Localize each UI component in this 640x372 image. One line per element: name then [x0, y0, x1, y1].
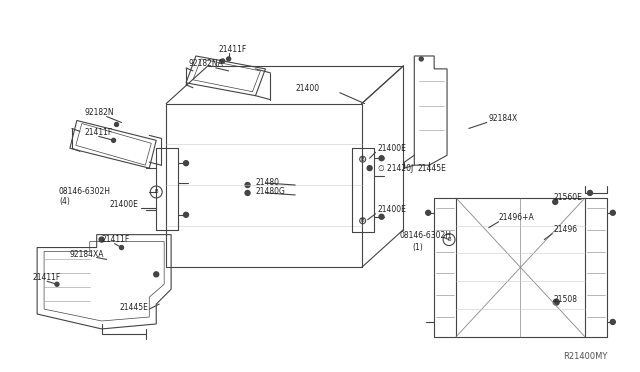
- Circle shape: [115, 122, 118, 126]
- Circle shape: [379, 214, 384, 219]
- Text: 21496: 21496: [553, 225, 577, 234]
- Circle shape: [553, 299, 559, 305]
- Circle shape: [120, 246, 124, 250]
- Text: B: B: [154, 189, 158, 195]
- Circle shape: [245, 183, 250, 187]
- Text: 21400E: 21400E: [378, 144, 406, 153]
- Text: (1): (1): [412, 243, 423, 252]
- Circle shape: [154, 272, 159, 277]
- Circle shape: [419, 57, 423, 61]
- Circle shape: [55, 282, 59, 286]
- Circle shape: [553, 199, 557, 204]
- Text: 21400E: 21400E: [109, 201, 138, 209]
- Text: B: B: [361, 157, 365, 162]
- Text: 21480: 21480: [255, 177, 280, 186]
- Circle shape: [611, 320, 615, 324]
- Text: B: B: [361, 218, 365, 223]
- Text: 21411F: 21411F: [32, 273, 60, 282]
- Text: 92182NA: 92182NA: [189, 60, 224, 68]
- Circle shape: [184, 212, 189, 217]
- Text: (4): (4): [59, 198, 70, 206]
- Circle shape: [184, 161, 189, 166]
- Text: 08146-6302H: 08146-6302H: [59, 187, 111, 196]
- Text: B: B: [447, 237, 451, 242]
- Circle shape: [245, 190, 250, 195]
- Text: 21480G: 21480G: [255, 187, 285, 196]
- Text: 21400: 21400: [295, 84, 319, 93]
- Text: 21508: 21508: [553, 295, 577, 304]
- Circle shape: [227, 57, 230, 61]
- Text: ∅ 21420J: ∅ 21420J: [378, 164, 413, 173]
- Text: 21411F: 21411F: [102, 235, 130, 244]
- Circle shape: [379, 156, 384, 161]
- Text: 92184X: 92184X: [489, 114, 518, 123]
- Text: 21560E: 21560E: [553, 193, 582, 202]
- Circle shape: [426, 210, 431, 215]
- Circle shape: [111, 138, 116, 142]
- Text: R21400MY: R21400MY: [563, 352, 607, 361]
- Text: 21411F: 21411F: [84, 128, 113, 137]
- Text: 92182N: 92182N: [84, 108, 115, 117]
- Text: 21411F: 21411F: [219, 45, 247, 54]
- Circle shape: [221, 59, 225, 63]
- Text: 92184XA: 92184XA: [70, 250, 104, 259]
- Text: 21445E: 21445E: [120, 302, 148, 312]
- Circle shape: [611, 210, 615, 215]
- Circle shape: [367, 166, 372, 171]
- Circle shape: [588, 190, 593, 195]
- Circle shape: [99, 237, 104, 242]
- Text: 21445E: 21445E: [417, 164, 446, 173]
- Text: 21400E: 21400E: [378, 205, 406, 214]
- Text: 08146-6302H: 08146-6302H: [399, 231, 451, 240]
- Text: 21496+A: 21496+A: [499, 213, 534, 222]
